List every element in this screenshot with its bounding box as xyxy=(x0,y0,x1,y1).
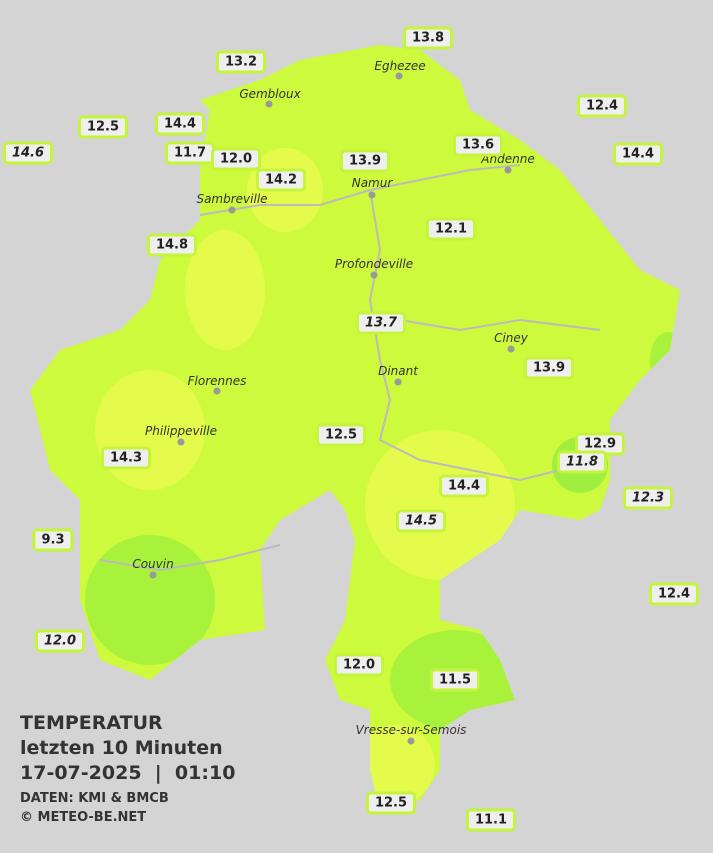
station-value: 11.1 xyxy=(465,808,517,832)
city-label: Sambreville xyxy=(196,192,268,206)
city-label: Gembloux xyxy=(239,87,301,101)
legend-title: TEMPERATUR xyxy=(20,712,163,734)
station-value: 12.5 xyxy=(365,791,417,815)
station-value: 12.3 xyxy=(622,486,674,510)
station-value: 13.6 xyxy=(452,133,504,157)
station-value: 13.7 xyxy=(355,311,407,335)
city-dot xyxy=(228,206,236,214)
city-dot xyxy=(177,438,185,446)
city-dot xyxy=(370,271,378,279)
station-value: 13.9 xyxy=(523,356,575,380)
station-value: 12.0 xyxy=(34,629,86,653)
station-value: 11.7 xyxy=(164,141,216,165)
station-value: 12.4 xyxy=(648,582,700,606)
legend-datetime: 17-07-2025 | 01:10 xyxy=(20,762,236,784)
station-value: 9.3 xyxy=(32,528,74,552)
city-dot xyxy=(504,166,512,174)
station-value: 14.5 xyxy=(395,509,447,533)
city-dot xyxy=(394,378,402,386)
city-label: Couvin xyxy=(132,557,174,571)
city-dot xyxy=(507,345,515,353)
legend-subtitle: letzten 10 Minuten xyxy=(20,737,223,759)
station-value: 13.2 xyxy=(215,50,267,74)
station-value: 12.4 xyxy=(576,94,628,118)
station-value: 14.6 xyxy=(2,141,54,165)
station-value: 12.5 xyxy=(77,115,129,139)
city-dot xyxy=(213,387,221,395)
station-value: 13.8 xyxy=(402,26,454,50)
city-dot xyxy=(368,191,376,199)
legend-copyright: © METEO-BE.NET xyxy=(20,810,147,825)
station-value: 11.5 xyxy=(429,668,481,692)
station-value: 14.4 xyxy=(154,112,206,136)
station-value: 14.3 xyxy=(100,446,152,470)
station-value: 13.9 xyxy=(339,149,391,173)
city-dot xyxy=(407,737,415,745)
station-value: 14.4 xyxy=(612,142,664,166)
legend-source: DATEN: KMI & BMCB xyxy=(20,791,169,806)
station-value: 12.1 xyxy=(425,217,477,241)
station-value: 14.4 xyxy=(438,474,490,498)
city-dot xyxy=(265,100,273,108)
city-label: Philippeville xyxy=(145,424,217,438)
city-label: Eghezee xyxy=(374,59,426,73)
station-value: 12.5 xyxy=(315,423,367,447)
station-value: 14.2 xyxy=(255,168,307,192)
station-value: 11.8 xyxy=(556,450,608,474)
city-label: Profondeville xyxy=(334,257,414,271)
city-label: Ciney xyxy=(494,331,528,345)
station-value: 12.0 xyxy=(333,653,385,677)
station-value: 14.8 xyxy=(146,233,198,257)
city-dot xyxy=(395,72,403,80)
city-label: Florennes xyxy=(187,374,247,388)
rivers xyxy=(99,164,601,572)
city-label: Dinant xyxy=(378,364,418,378)
city-dot xyxy=(149,571,157,579)
station-value: 12.0 xyxy=(210,147,262,171)
city-label: Namur xyxy=(351,176,393,190)
city-label: Vresse-sur-Semois xyxy=(355,723,467,737)
